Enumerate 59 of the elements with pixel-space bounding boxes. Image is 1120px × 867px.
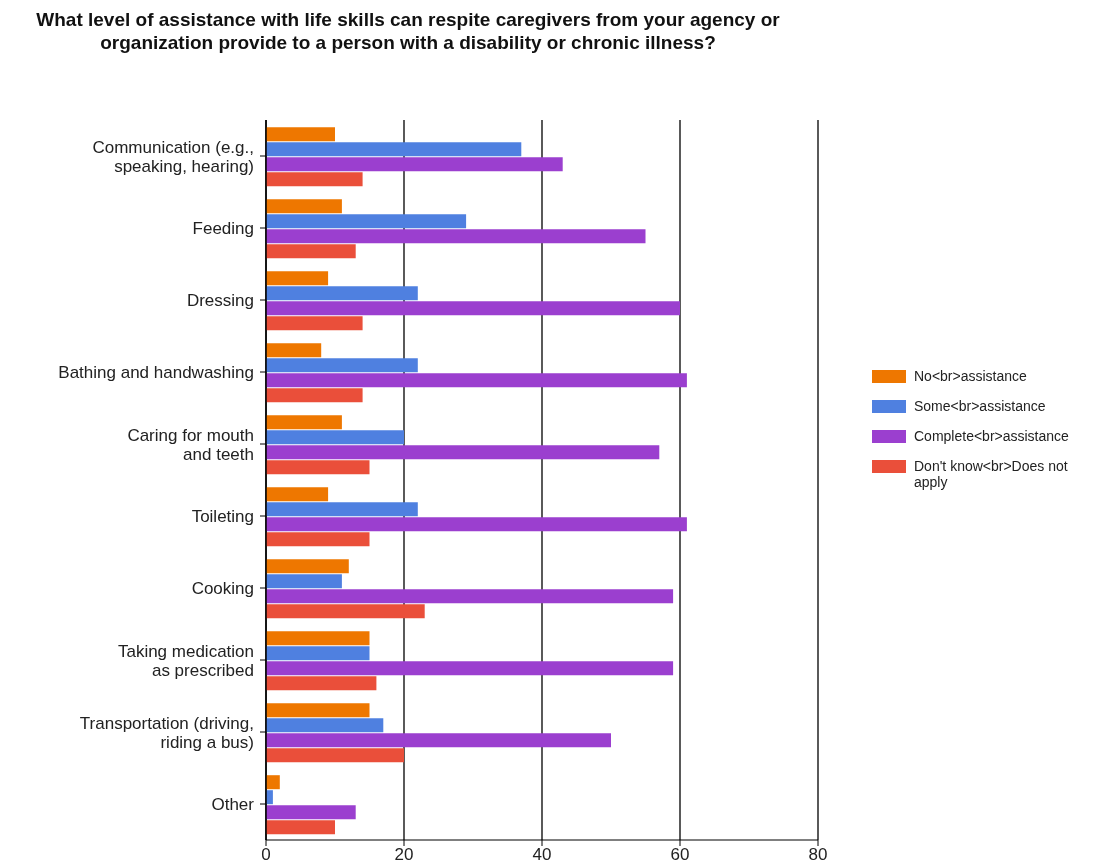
y-tick-label: Other [211,794,255,814]
y-tick-label: Cooking [191,578,254,598]
bar [266,703,370,718]
bar [266,199,342,214]
bar [266,358,418,373]
legend-label: No<br>assistance [914,368,1028,384]
y-tick-label: Taking medication as prescribed [117,641,254,679]
chart-title: What level of assistance with life skills can respite caregivers from your agency or organization provide to a person with a disability or chronic illness? [35,8,781,54]
bar [266,157,563,172]
bar [266,316,363,331]
x-tick-label: 40 [532,845,552,865]
bar [266,373,687,388]
legend-label: Some<br>assistance [914,398,1047,414]
x-tick-label: 0 [261,845,271,865]
y-tick-label: Caring for mouth and teeth [127,425,254,463]
bar [266,631,370,646]
bar [266,517,687,532]
bar [266,676,377,691]
bar [266,748,404,763]
bar [266,559,349,574]
y-tick-label: Communication (e.g., speaking, hearing) [92,137,254,175]
bar [266,460,370,475]
y-tick-label: Dressing [186,290,254,310]
y-tick-label: Feeding [192,218,254,238]
x-tick-label: 60 [670,845,690,865]
bar [266,718,384,733]
x-tick-label: 80 [808,845,828,865]
bar [266,646,370,661]
bar [266,244,356,259]
bar [266,415,342,430]
bar [266,502,418,517]
y-tick-label: Toileting [191,506,254,526]
bar [266,445,660,460]
bar [266,172,363,187]
bar [266,532,370,547]
bar [266,271,329,286]
bar [266,574,342,589]
bar [266,775,280,790]
bar [266,820,335,835]
bar [266,589,674,604]
legend-label: Complete<br>assistance [914,428,1070,444]
bar [266,388,363,403]
legend-label: Don't know<br>Does not apply [914,458,1069,490]
bar [266,214,467,229]
bar [266,286,418,301]
bar [266,733,611,748]
bar [266,229,646,244]
bar [266,142,522,157]
bar [266,661,674,676]
bar [266,604,425,619]
bar [266,343,322,358]
bar [266,805,356,820]
bar [266,487,329,502]
x-tick-label: 20 [394,845,414,865]
y-tick-label: Bathing and handwashing [58,362,254,382]
bar [266,127,335,142]
y-tick-label: Transportation (driving, riding a bus) [79,713,254,751]
bar [266,301,680,316]
bar [266,430,404,445]
